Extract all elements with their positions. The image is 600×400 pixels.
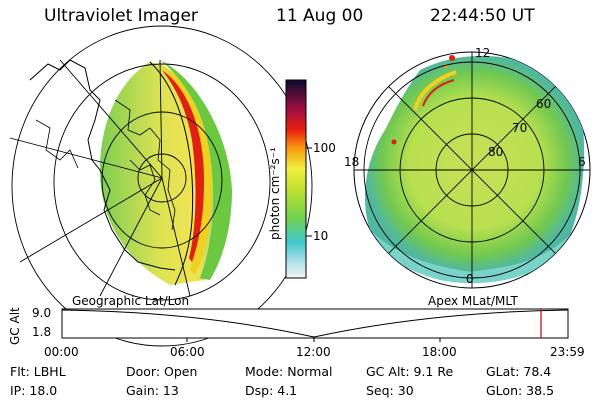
gc-altitude-plot: [61, 308, 569, 342]
mlat-label-70: 70: [512, 121, 528, 135]
gain-info: Gain: 13: [126, 383, 179, 398]
colorbar-unit: photon cm⁻²s⁻¹: [268, 147, 282, 240]
colorbar-tick-10: 10: [313, 229, 329, 243]
ip-info: IP: 18.0: [10, 383, 58, 398]
mlat-label-60: 60: [536, 97, 552, 111]
mlt-label-12: 12: [475, 46, 491, 60]
glat-info: GLat: 78.4: [486, 364, 552, 379]
time-tick-1200: 12:00: [296, 345, 331, 359]
gc-alt-axis-label: GC Alt: [8, 307, 22, 345]
date-label: 11 Aug 00: [276, 6, 364, 26]
dsp-info: Dsp: 4.1: [245, 383, 298, 398]
time-tick-0600: 06:00: [170, 345, 205, 359]
time-tick-1800: 18:00: [422, 345, 457, 359]
colorbar-tick-100: 100: [313, 141, 336, 155]
time-tick-2359: 23:59: [550, 345, 585, 359]
time-label: 22:44:50 UT: [430, 6, 535, 26]
app-title: Ultraviolet Imager: [44, 6, 198, 26]
mlt-label-0: 0: [466, 272, 474, 286]
gc-alt-info: GC Alt: 9.1 Re: [366, 364, 454, 379]
colorbar: [285, 79, 307, 279]
polar-caption: Apex MLat/MLT: [428, 294, 518, 308]
time-tick-0000: 00:00: [44, 345, 79, 359]
geo-caption: Geographic Lat/Lon: [72, 294, 190, 308]
mlat-label-80: 80: [488, 145, 504, 159]
mlt-label-18: 18: [344, 155, 360, 169]
door-info: Door: Open: [126, 364, 198, 379]
mlt-label-6: 6: [578, 155, 586, 169]
mode-info: Mode: Normal: [245, 364, 333, 379]
filter-info: Flt: LBHL: [10, 364, 66, 379]
gc-alt-tick-9: 9.0: [32, 306, 52, 320]
geographic-map: [9, 25, 313, 347]
glon-info: GLon: 38.5: [486, 383, 555, 398]
polar-plot: [353, 51, 591, 289]
gc-alt-tick-1-8: 1.8: [32, 325, 52, 339]
seq-info: Seq: 30: [366, 383, 414, 398]
